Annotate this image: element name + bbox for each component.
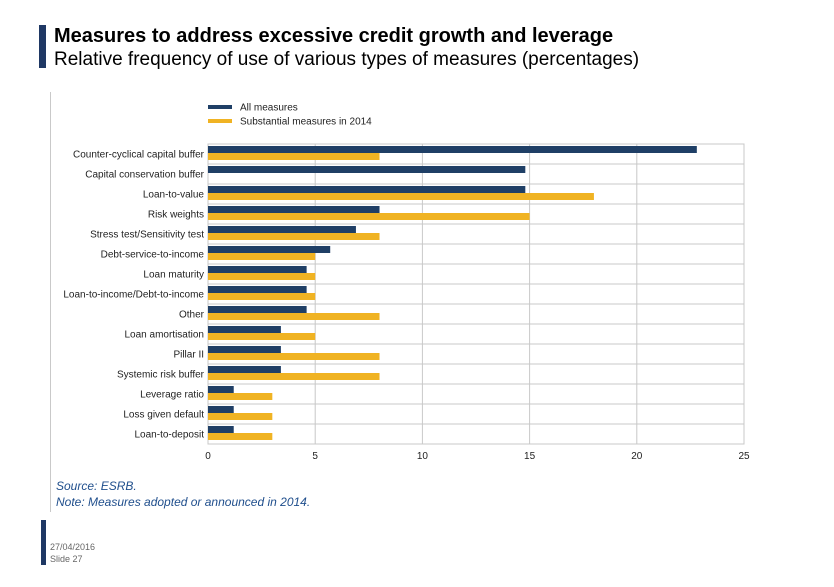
slide-number: Slide 27	[50, 554, 83, 564]
bar-substantial-measures	[208, 313, 380, 320]
legend-label: Substantial measures in 2014	[240, 117, 372, 128]
bar-all-measures	[208, 406, 234, 413]
bar-all-measures	[208, 226, 356, 233]
bar-all-measures	[208, 346, 281, 353]
bar-all-measures	[208, 166, 526, 173]
footer-accent-bar	[41, 520, 46, 565]
source-note: Source: ESRB.	[56, 479, 137, 493]
bar-all-measures	[208, 266, 307, 273]
x-tick-label: 20	[631, 451, 643, 462]
page-title: Measures to address excessive credit gro…	[54, 25, 614, 47]
category-label: Loan-to-value	[143, 190, 205, 201]
bar-substantial-measures	[208, 273, 316, 280]
x-tick-label: 10	[417, 451, 429, 462]
category-label: Systemic risk buffer	[117, 370, 205, 381]
x-tick-label: 25	[738, 451, 750, 462]
category-label: Risk weights	[148, 210, 204, 221]
bar-all-measures	[208, 206, 380, 213]
bar-all-measures	[208, 146, 697, 153]
bar-substantial-measures	[208, 433, 273, 440]
bar-all-measures	[208, 186, 526, 193]
footnote: Note: Measures adopted or announced in 2…	[56, 495, 311, 509]
category-label: Capital conservation buffer	[85, 170, 204, 181]
category-label: Loan maturity	[143, 270, 204, 281]
category-label: Leverage ratio	[140, 390, 204, 401]
legend-swatch	[208, 105, 232, 109]
bar-substantial-measures	[208, 233, 380, 240]
bar-all-measures	[208, 366, 281, 373]
bar-all-measures	[208, 426, 234, 433]
x-tick-label: 5	[312, 451, 318, 462]
bar-chart: Counter-cyclical capital buffer Capital c…	[63, 103, 750, 463]
x-tick-label: 0	[205, 451, 211, 462]
bar-substantial-measures	[208, 413, 273, 420]
bar-substantial-measures	[208, 153, 380, 160]
title-accent-bar	[39, 25, 46, 68]
bar-all-measures	[208, 246, 331, 253]
legend-swatch	[208, 119, 232, 123]
legend-label: All measures	[240, 103, 298, 114]
bar-substantial-measures	[208, 193, 594, 200]
category-label: Loan amortisation	[125, 330, 205, 341]
category-label: Loss given default	[123, 410, 204, 421]
bar-substantial-measures	[208, 253, 316, 260]
bar-all-measures	[208, 306, 307, 313]
bar-all-measures	[208, 386, 234, 393]
bar-all-measures	[208, 326, 281, 333]
footer-date: 27/04/2016	[50, 542, 96, 552]
category-label: Counter-cyclical capital buffer	[73, 150, 205, 161]
bar-substantial-measures	[208, 333, 316, 340]
category-label: Loan-to-deposit	[135, 430, 205, 441]
bar-substantial-measures	[208, 393, 273, 400]
page-subtitle: Relative frequency of use of various typ…	[54, 49, 640, 70]
category-label: Other	[179, 310, 205, 321]
x-tick-label: 15	[524, 451, 536, 462]
category-label: Loan-to-income/Debt-to-income	[63, 290, 204, 301]
bar-substantial-measures	[208, 213, 530, 220]
bar-all-measures	[208, 286, 307, 293]
category-label: Stress test/Sensitivity test	[90, 230, 204, 241]
bar-substantial-measures	[208, 353, 380, 360]
category-label: Pillar II	[173, 350, 204, 361]
category-label: Debt-service-to-income	[101, 250, 205, 261]
content-divider	[50, 92, 51, 512]
bar-substantial-measures	[208, 293, 316, 300]
bar-substantial-measures	[208, 373, 380, 380]
